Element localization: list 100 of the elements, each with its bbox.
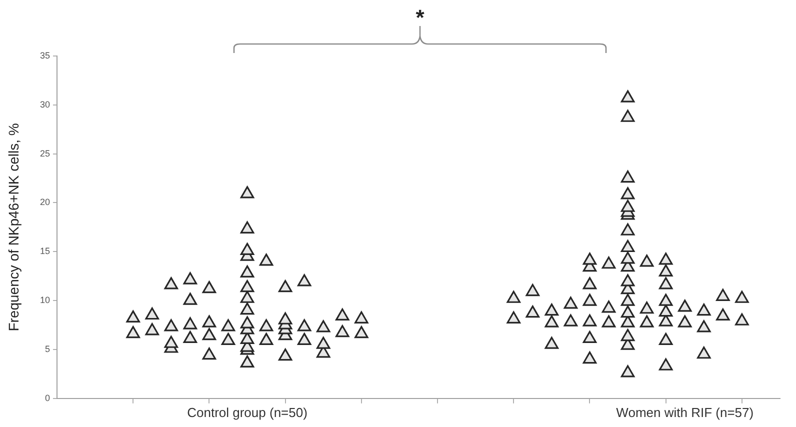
point <box>678 315 692 328</box>
point <box>183 330 198 344</box>
point <box>658 264 673 276</box>
point <box>582 252 597 265</box>
point <box>240 280 254 292</box>
point <box>564 296 578 309</box>
point <box>316 336 330 349</box>
point <box>582 294 597 306</box>
point <box>164 319 178 332</box>
y-tick-label: 0 <box>44 392 50 403</box>
point <box>678 300 692 312</box>
point <box>716 308 730 321</box>
y-tick-label: 30 <box>40 99 50 110</box>
point <box>640 254 654 267</box>
point <box>240 316 254 328</box>
point <box>658 304 673 317</box>
point <box>259 254 274 266</box>
point <box>240 290 254 303</box>
point <box>697 304 711 316</box>
point <box>620 240 635 252</box>
point <box>620 110 635 122</box>
point <box>582 351 597 364</box>
point <box>658 358 673 370</box>
point <box>221 319 236 332</box>
point <box>620 305 635 318</box>
point <box>582 277 597 290</box>
point <box>164 277 178 290</box>
point <box>183 317 198 330</box>
y-tick-label: 10 <box>40 295 50 306</box>
point <box>564 314 578 326</box>
point <box>506 290 520 303</box>
point <box>164 336 178 348</box>
point <box>336 308 350 321</box>
point <box>297 274 312 286</box>
point <box>202 281 216 294</box>
point <box>602 315 616 328</box>
y-tick-label: 35 <box>40 50 50 60</box>
point <box>240 355 254 368</box>
x-tick-label: Control group (n=50) <box>187 404 308 420</box>
point <box>620 274 635 286</box>
point <box>202 315 216 328</box>
point <box>735 313 749 326</box>
point <box>183 272 198 284</box>
y-tick-label: 25 <box>40 148 50 158</box>
point <box>183 292 198 305</box>
point <box>582 330 597 344</box>
point <box>526 305 540 318</box>
point <box>620 170 635 183</box>
point <box>221 332 236 345</box>
point <box>202 328 216 340</box>
point <box>544 336 559 349</box>
point <box>582 314 597 326</box>
point <box>336 325 350 338</box>
point <box>126 326 140 338</box>
point <box>544 315 559 328</box>
point <box>716 288 730 301</box>
y-tick-label: 20 <box>40 197 50 208</box>
y-axis-title: Frequency of NKp46+NK cells, % <box>5 123 22 332</box>
point <box>658 252 673 265</box>
point <box>620 294 635 306</box>
point <box>640 315 654 328</box>
point <box>145 323 159 336</box>
point <box>526 284 540 296</box>
point <box>240 221 254 234</box>
point <box>354 311 368 324</box>
point <box>354 326 368 338</box>
point <box>658 332 673 345</box>
point <box>658 294 673 306</box>
point <box>297 332 312 345</box>
y-tick-label: 15 <box>40 246 50 256</box>
point <box>735 290 749 303</box>
point <box>620 223 635 236</box>
y-tick-label: 5 <box>44 344 50 354</box>
point <box>278 312 292 324</box>
point <box>278 280 292 292</box>
point <box>620 328 635 342</box>
point <box>602 300 616 313</box>
point <box>620 200 635 212</box>
point <box>240 302 254 315</box>
point <box>126 310 140 322</box>
point <box>240 242 254 255</box>
x-tick-label: Women with RIF (n=57) <box>616 404 754 420</box>
point <box>259 332 274 345</box>
point <box>240 186 254 198</box>
point <box>240 265 254 278</box>
point <box>620 187 635 200</box>
point <box>620 252 635 264</box>
point <box>620 365 635 378</box>
point <box>316 320 330 332</box>
point <box>640 302 654 314</box>
point <box>602 256 616 269</box>
point <box>697 346 711 359</box>
point <box>145 307 159 320</box>
point <box>697 320 711 332</box>
point <box>259 319 274 332</box>
point <box>544 304 559 316</box>
point <box>620 90 635 102</box>
point <box>278 348 292 361</box>
point <box>658 277 673 290</box>
text: * <box>416 5 425 30</box>
